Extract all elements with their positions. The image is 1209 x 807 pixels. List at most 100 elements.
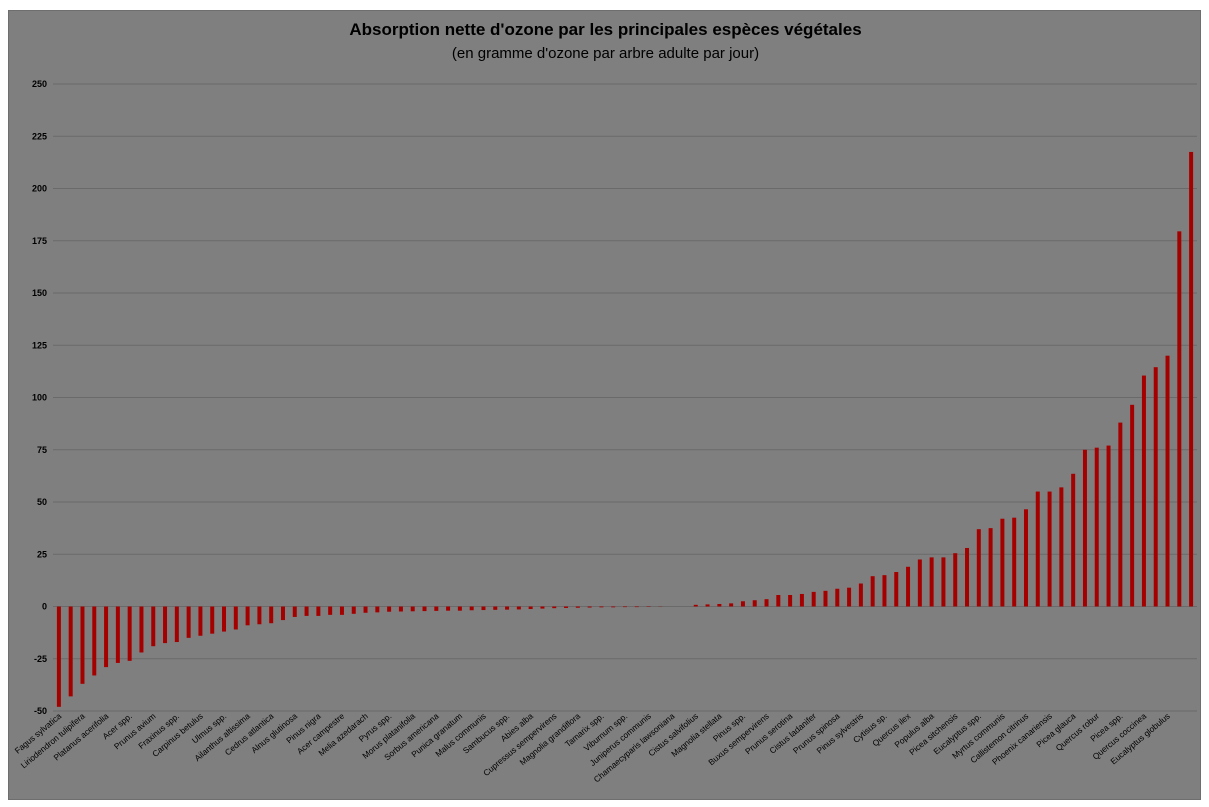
bar xyxy=(1012,517,1017,607)
bar xyxy=(174,606,179,643)
bar xyxy=(151,606,156,647)
y-tick-label: -50 xyxy=(34,706,47,716)
y-tick-label: 75 xyxy=(37,445,47,455)
chart-area: Absorption nette d'ozone par les princip… xyxy=(8,10,1201,800)
y-tick-label: 175 xyxy=(32,236,47,246)
bar xyxy=(516,606,521,610)
bar xyxy=(280,606,285,621)
bar xyxy=(811,591,816,607)
bar xyxy=(929,557,934,607)
bar xyxy=(729,603,734,607)
bar xyxy=(623,606,627,608)
chart-title: Absorption nette d'ozone par les princip… xyxy=(349,20,862,39)
bar xyxy=(292,606,297,617)
bar xyxy=(68,606,73,697)
bar xyxy=(80,606,85,684)
bar xyxy=(269,606,274,624)
y-tick-label: 125 xyxy=(32,340,47,350)
bar xyxy=(210,606,215,634)
bar xyxy=(894,572,899,607)
bar xyxy=(434,606,439,611)
bar xyxy=(1094,447,1099,607)
bar xyxy=(387,606,392,612)
bar xyxy=(847,587,852,607)
bar xyxy=(717,603,722,607)
bar xyxy=(552,606,557,609)
bar xyxy=(540,606,545,609)
bar xyxy=(1082,449,1087,607)
bar xyxy=(575,606,580,608)
bar xyxy=(693,604,698,607)
bar xyxy=(965,547,970,607)
y-tick-label: 150 xyxy=(32,288,47,298)
bar xyxy=(56,606,61,707)
bar xyxy=(104,606,109,668)
bar xyxy=(1071,473,1076,607)
chart-subtitle: (en gramme d'ozone par arbre adulte par … xyxy=(451,45,760,62)
bar xyxy=(976,529,981,607)
bar xyxy=(882,575,887,607)
y-tick-label: 0 xyxy=(42,602,47,612)
bar xyxy=(1023,509,1028,607)
bar xyxy=(481,606,486,611)
bar xyxy=(316,606,321,616)
bar xyxy=(587,606,592,608)
bar xyxy=(764,599,769,607)
bar xyxy=(115,606,120,663)
bar xyxy=(493,606,498,610)
y-tick-label: 100 xyxy=(32,393,47,403)
y-tick-label: 200 xyxy=(32,184,47,194)
bar xyxy=(233,606,238,630)
bar xyxy=(139,606,144,653)
bar xyxy=(339,606,344,615)
y-tick-label: 225 xyxy=(32,131,47,141)
bar xyxy=(446,606,451,611)
bar xyxy=(1000,518,1005,607)
bar xyxy=(835,588,840,607)
bar xyxy=(870,576,875,607)
bar xyxy=(611,606,616,608)
y-tick-label: -25 xyxy=(34,654,47,664)
bar xyxy=(799,593,804,607)
bar xyxy=(1153,367,1158,607)
bar xyxy=(634,606,639,608)
bar xyxy=(375,606,380,613)
bar xyxy=(1106,445,1111,607)
bar xyxy=(245,606,250,626)
bar xyxy=(752,600,757,607)
bar xyxy=(1118,422,1123,607)
bar xyxy=(410,606,415,612)
bar xyxy=(363,606,368,613)
bar xyxy=(917,559,922,607)
bar xyxy=(1035,491,1040,607)
bar xyxy=(304,606,309,616)
bar xyxy=(328,606,333,615)
bar xyxy=(198,606,203,636)
bar xyxy=(1130,404,1135,607)
bar xyxy=(823,590,828,607)
bar xyxy=(257,606,262,625)
bar xyxy=(1165,355,1170,607)
bar xyxy=(705,604,710,607)
plot-area: 2502252001751501251007550250-25-50Fagus … xyxy=(13,79,1197,784)
bar xyxy=(1059,487,1064,607)
bar xyxy=(564,606,569,608)
bar xyxy=(906,566,911,607)
bar xyxy=(186,606,191,638)
bar xyxy=(1177,231,1182,607)
bar xyxy=(127,606,132,661)
bar xyxy=(988,528,993,607)
bar xyxy=(953,553,958,607)
bar xyxy=(599,606,604,608)
bar xyxy=(222,606,227,632)
bar xyxy=(1047,491,1052,607)
bar xyxy=(351,606,356,614)
y-tick-label: 25 xyxy=(37,549,47,559)
bar xyxy=(941,557,946,607)
bar xyxy=(469,606,474,611)
bar xyxy=(528,606,533,610)
bar xyxy=(398,606,403,612)
bar xyxy=(457,606,462,611)
y-tick-label: 50 xyxy=(37,497,47,507)
bar xyxy=(788,595,793,607)
